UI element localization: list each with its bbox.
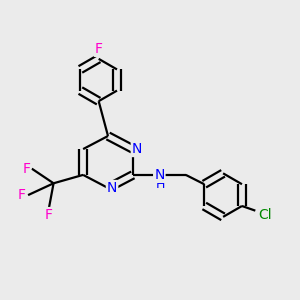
Text: N: N (107, 181, 117, 195)
Text: F: F (22, 162, 30, 176)
Text: F: F (95, 42, 103, 56)
Text: Cl: Cl (258, 208, 272, 222)
Text: H: H (156, 178, 165, 191)
Text: F: F (45, 208, 53, 222)
Text: N: N (154, 168, 164, 182)
Text: N: N (132, 142, 142, 156)
Text: F: F (18, 188, 26, 202)
